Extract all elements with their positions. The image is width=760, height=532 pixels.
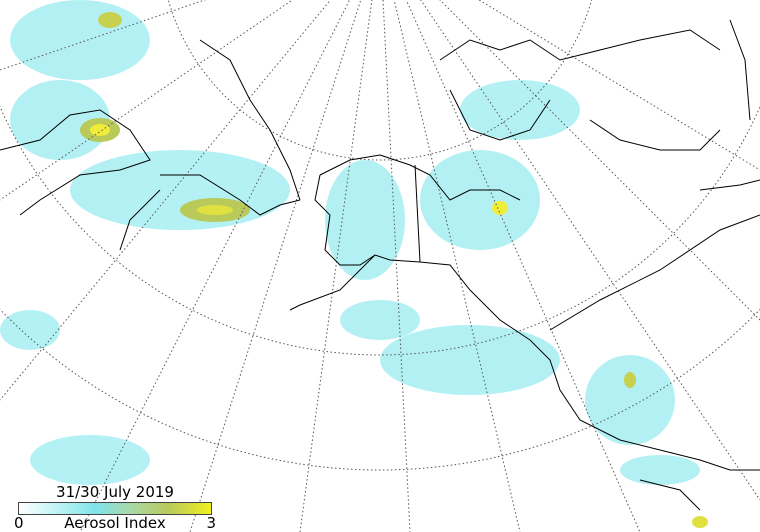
- aerosol-hotspots: [80, 12, 708, 528]
- colorbar: [18, 502, 212, 515]
- colorbar-title: Aerosol Index: [64, 514, 166, 532]
- legend-date: 31/30 July 2019: [56, 483, 174, 501]
- coastlines: [0, 19, 760, 511]
- colorbar-max-label: 3: [206, 514, 216, 532]
- colorbar-legend: 31/30 July 2019 0 Aerosol Index 3: [14, 483, 216, 532]
- aerosol-plumes: [0, 0, 700, 485]
- colorbar-min-label: 0: [14, 514, 24, 532]
